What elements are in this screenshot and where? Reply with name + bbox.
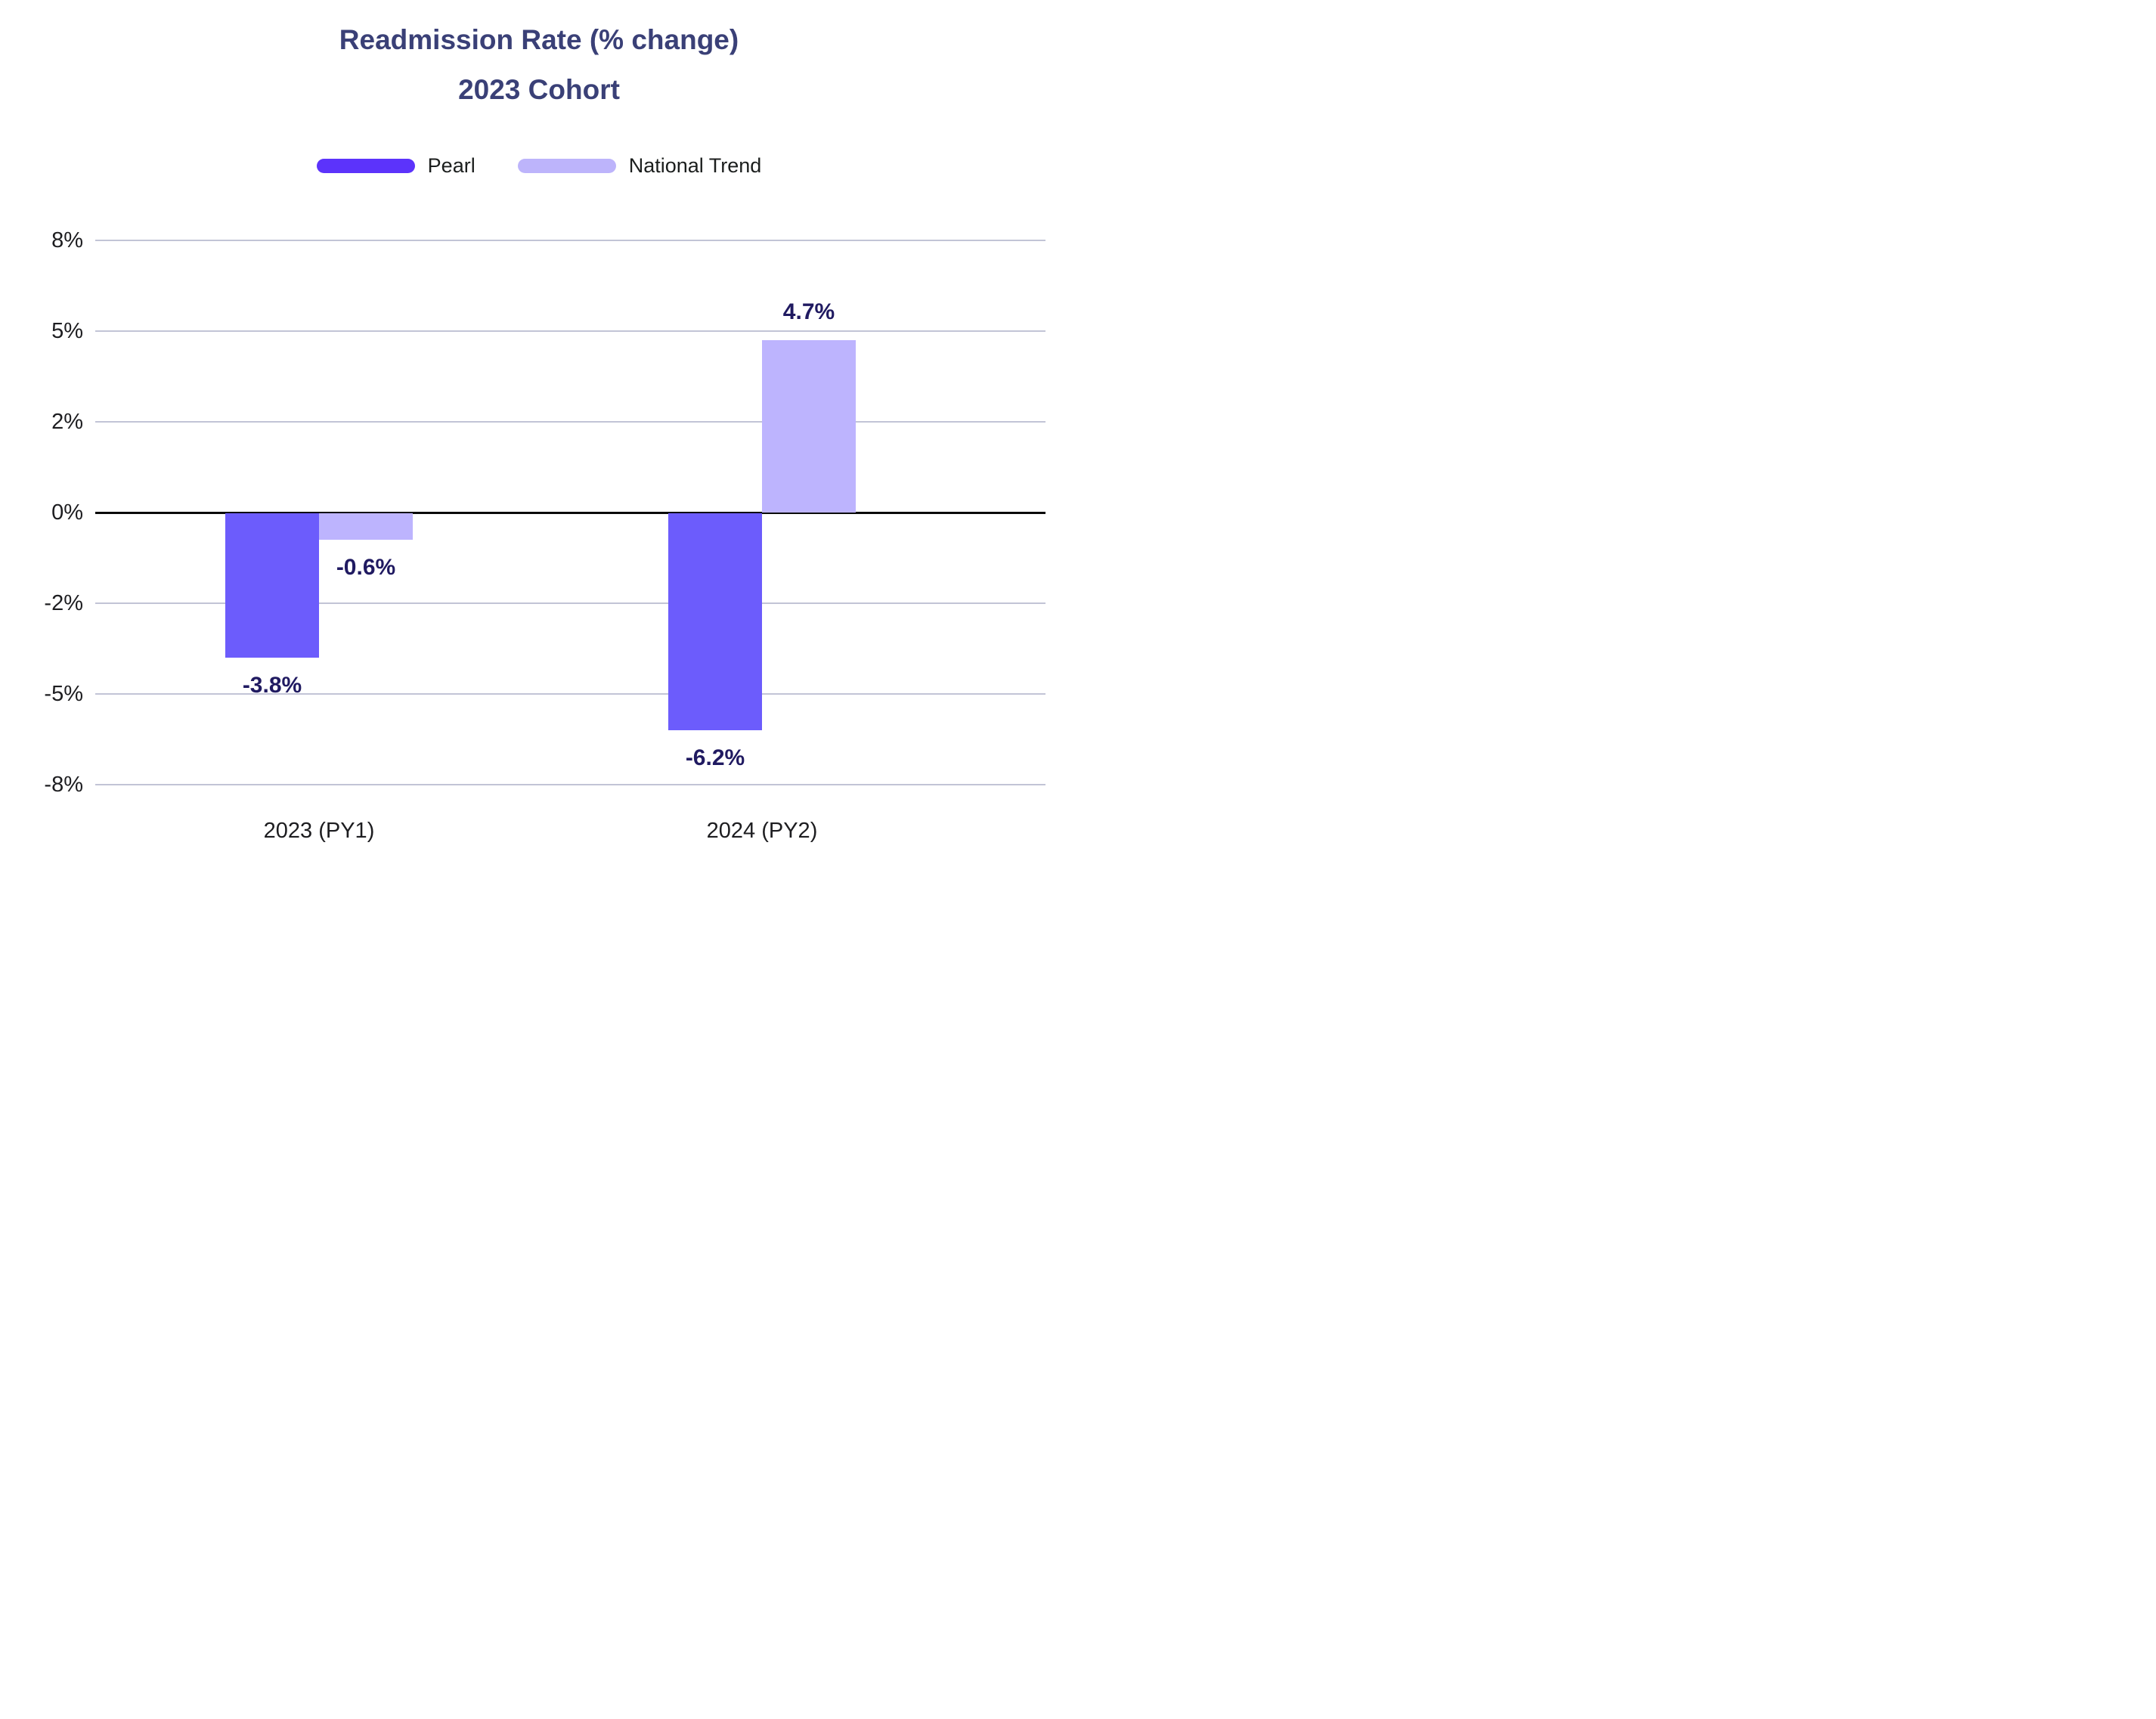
bar-pearl-2023-py1: [225, 513, 319, 658]
zero-gridline: [95, 511, 1045, 514]
value-label-national-trend-2024-py2: 4.7%: [782, 299, 835, 324]
y-tick-label-5pct: 5%: [51, 319, 83, 343]
national-trend-swatch-icon: [517, 159, 616, 173]
bar-national-trend-2023-py1: [319, 513, 413, 540]
gridline--2pct: [95, 602, 1045, 604]
chart-title-line2: 2023 Cohort: [458, 74, 620, 105]
x-tick-label-2024-py2: 2024 (PY2): [706, 819, 818, 843]
x-tick-label-2023-py1: 2023 (PY1): [263, 819, 375, 843]
gridline-8pct: [95, 240, 1045, 241]
bar-pearl-2024-py2: [668, 513, 762, 730]
y-tick-label-2pct: 2%: [51, 410, 83, 434]
y-tick-label-0pct: 0%: [51, 500, 83, 525]
pearl-swatch-icon: [316, 159, 415, 173]
y-tick-label--5pct: -5%: [44, 682, 83, 706]
chart-title: Readmission Rate (% change) 2023 Cohort: [0, 15, 1078, 115]
plot-area: 8% 5% 2% 0% -2% -5% -8% -3.8% -0.6% 2023 (PY1) -6.…: [0, 0, 1078, 859]
gridline--8pct: [95, 784, 1045, 785]
value-label-national-trend-2023-py1: -0.6%: [336, 555, 396, 580]
gridline-5pct: [95, 330, 1045, 332]
legend-label-national-trend: National Trend: [628, 154, 762, 177]
value-label-pearl-2024-py2: -6.2%: [685, 745, 745, 770]
legend-label-pearl: Pearl: [427, 154, 475, 177]
y-tick-label-8pct: 8%: [51, 228, 83, 252]
chart-canvas: Readmission Rate (% change) 2023 Cohort …: [0, 0, 1078, 859]
gridline-2pct: [95, 421, 1045, 423]
bar-national-trend-2024-py2: [762, 340, 856, 513]
value-label-pearl-2023-py1: -3.8%: [242, 673, 302, 698]
legend: Pearl National Trend: [0, 154, 1078, 178]
chart-title-line1: Readmission Rate (% change): [339, 24, 739, 55]
legend-item-national-trend: National Trend: [517, 154, 762, 178]
legend-item-pearl: Pearl: [316, 154, 475, 178]
y-tick-label--2pct: -2%: [44, 591, 83, 615]
y-tick-label--8pct: -8%: [44, 773, 83, 797]
gridline--5pct: [95, 693, 1045, 695]
